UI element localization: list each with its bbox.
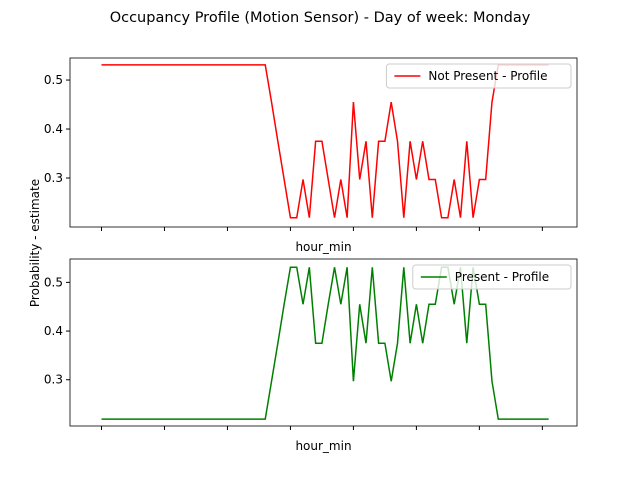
x-axis-label: hour_min (295, 439, 351, 453)
legend-label: Not Present - Profile (428, 69, 547, 83)
y-tick-label: 0.4 (44, 324, 63, 338)
legend-box (385, 63, 572, 89)
y-tick-label: 0.5 (44, 275, 63, 289)
y-tick-label: 0.5 (44, 73, 63, 87)
legend-box (412, 264, 572, 290)
legend-label: Present - Profile (455, 270, 549, 284)
y-axis-label: Probability - estimate (28, 179, 42, 307)
line-series (101, 266, 549, 420)
figure-title: Occupancy Profile (Motion Sensor) - Day … (110, 10, 531, 26)
x-axis-label: hour_min (295, 240, 351, 254)
y-tick-label: 0.3 (44, 171, 63, 185)
line-series (101, 64, 549, 219)
axes-frame (69, 258, 578, 427)
axes-frame (69, 57, 578, 228)
y-tick-label: 0.4 (44, 122, 63, 136)
y-tick-label: 0.3 (44, 373, 63, 387)
